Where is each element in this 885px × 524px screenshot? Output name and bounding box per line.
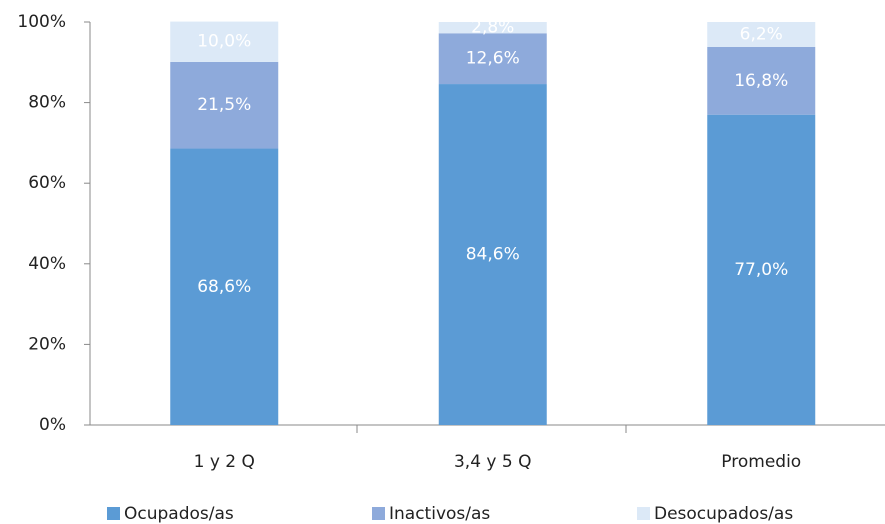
bar-segment: [707, 46, 816, 115]
y-tick-label: 40%: [28, 254, 66, 274]
value-label: 77,0%: [734, 260, 788, 280]
value-label: 84,6%: [466, 245, 520, 265]
legend-swatch: [637, 507, 650, 520]
y-tick-label: 80%: [28, 93, 66, 113]
y-tick-label: 20%: [28, 334, 66, 354]
legend-label: Desocupados/as: [654, 504, 793, 524]
bar-segment: [170, 148, 279, 426]
value-label: 21,5%: [197, 95, 251, 115]
bar-segment: [707, 22, 816, 47]
legend-swatch: [107, 507, 120, 520]
x-tick-label: 1 y 2 Q: [194, 452, 255, 472]
bar-segment: [438, 22, 547, 34]
bar-segment: [438, 84, 547, 425]
value-label: 2,8%: [471, 18, 514, 38]
y-tick-label: 60%: [28, 173, 66, 193]
bar-segment: [707, 114, 816, 425]
bar-segment: [170, 61, 279, 149]
legend-label: Inactivos/as: [389, 504, 490, 524]
legend-swatch: [372, 507, 385, 520]
bar-segment: [438, 33, 547, 85]
y-tick-label: 0%: [39, 415, 66, 435]
x-tick-label: 3,4 y 5 Q: [454, 452, 532, 472]
x-tick-label: Promedio: [721, 452, 801, 472]
y-tick-label: 100%: [17, 12, 66, 32]
value-label: 6,2%: [740, 24, 783, 44]
legend-label: Ocupados/as: [124, 504, 234, 524]
value-label: 12,6%: [466, 49, 520, 69]
value-label: 68,6%: [197, 277, 251, 297]
value-label: 16,8%: [734, 71, 788, 91]
value-label: 10,0%: [197, 32, 251, 52]
bar-segment: [170, 21, 279, 62]
